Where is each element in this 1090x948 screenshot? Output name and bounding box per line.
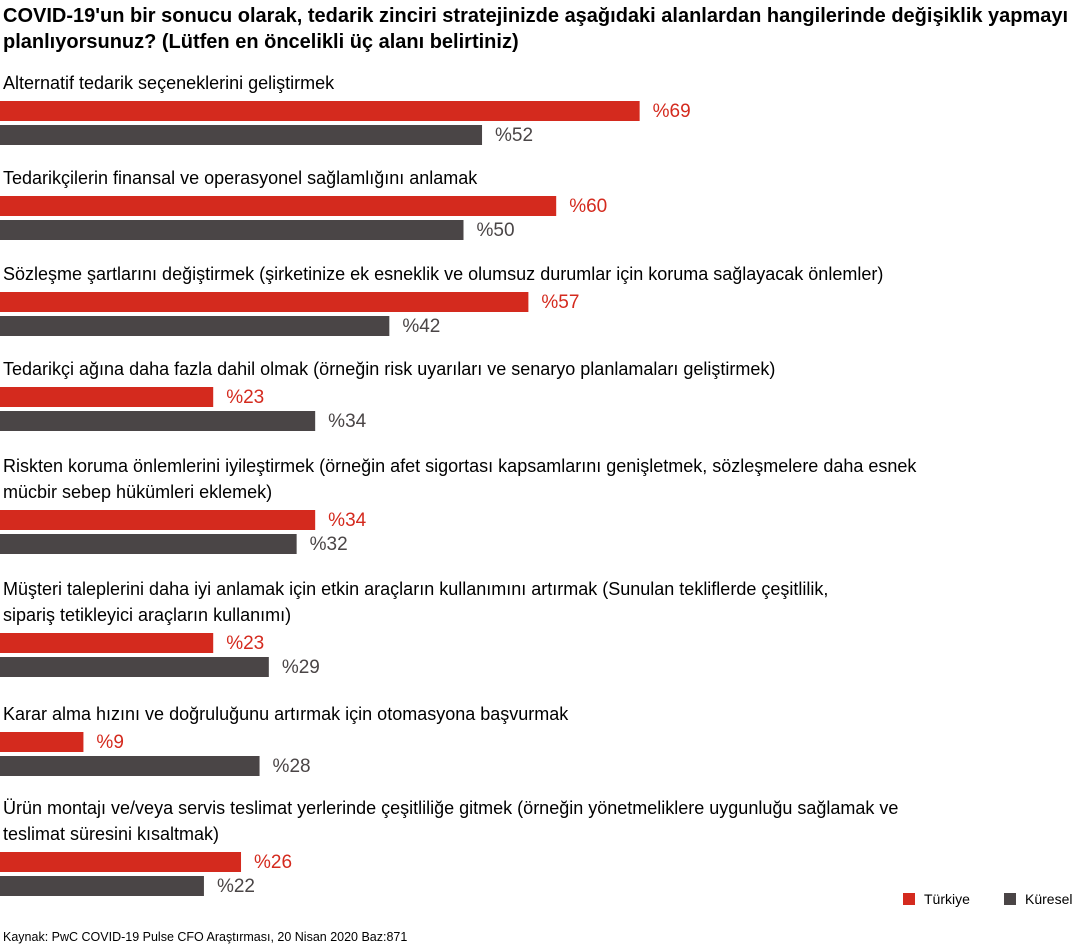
bar-turkiye (0, 852, 242, 872)
value-label-turkiye: %23 (226, 633, 264, 654)
value-label-kuresel: %42 (402, 316, 440, 337)
category-label: Tedarikçi ağına daha fazla dahil olmak (… (3, 359, 775, 379)
category-label: mücbir sebep hükümleri eklemek) (3, 482, 272, 502)
category-label: Tedarikçilerin finansal ve operasyonel s… (3, 168, 478, 188)
category-label: teslimat süresini kısaltmak) (3, 824, 219, 844)
value-label-kuresel: %29 (282, 657, 320, 678)
bar-kuresel (0, 756, 260, 776)
bar-kuresel (0, 125, 483, 145)
value-label-turkiye: %9 (96, 732, 123, 753)
chart-title: COVID-19'un bir sonucu olarak, tedarik z… (3, 5, 1069, 53)
bar-turkiye (0, 196, 557, 216)
legend-item-turkiye: Türkiye (903, 891, 970, 907)
category-label: sipariş tetikleyici araçların kullanımı) (3, 605, 291, 625)
value-label-kuresel: %52 (495, 125, 533, 146)
bar-kuresel (0, 876, 204, 896)
legend-item-kuresel: Küresel (1004, 891, 1072, 907)
value-label-kuresel: %50 (477, 220, 515, 241)
bar-kuresel (0, 220, 464, 240)
value-label-turkiye: %60 (569, 196, 607, 217)
value-label-kuresel: %34 (328, 411, 366, 432)
legend-label-turkiye: Türkiye (924, 891, 970, 907)
value-label-turkiye: %26 (254, 852, 292, 873)
value-label-kuresel: %28 (273, 756, 311, 777)
category-label: Ürün montajı ve/veya servis teslimat yer… (3, 798, 898, 818)
value-label-turkiye: %23 (226, 387, 264, 408)
bar-kuresel (0, 534, 297, 554)
source-note: Kaynak: PwC COVID-19 Pulse CFO Araştırma… (3, 930, 408, 944)
value-label-turkiye: %69 (653, 101, 691, 122)
value-label-turkiye: %57 (541, 292, 579, 313)
legend-swatch-kuresel (1004, 893, 1016, 905)
category-label: Karar alma hızını ve doğruluğunu artırma… (3, 704, 569, 724)
bar-turkiye (0, 633, 214, 653)
bar-turkiye (0, 101, 640, 121)
category-label: Sözleşme şartlarını değiştirmek (şirketi… (3, 264, 883, 284)
bar-turkiye (0, 292, 529, 312)
value-label-kuresel: %32 (310, 534, 348, 555)
value-label-kuresel: %22 (217, 876, 255, 897)
category-label: Alternatif tedarik seçeneklerini gelişti… (3, 73, 335, 93)
bar-kuresel (0, 411, 316, 431)
bar-kuresel (0, 316, 390, 336)
legend-label-kuresel: Küresel (1025, 891, 1073, 907)
bar-turkiye (0, 510, 316, 530)
bar-kuresel (0, 657, 269, 677)
category-label: Müşteri taleplerini daha iyi anlamak içi… (3, 579, 828, 599)
value-label-turkiye: %34 (328, 510, 366, 531)
category-label: Riskten koruma önlemlerini iyileştirmek … (3, 456, 917, 476)
legend-swatch-turkiye (903, 893, 915, 905)
bar-turkiye (0, 387, 214, 407)
bar-turkiye (0, 732, 84, 752)
